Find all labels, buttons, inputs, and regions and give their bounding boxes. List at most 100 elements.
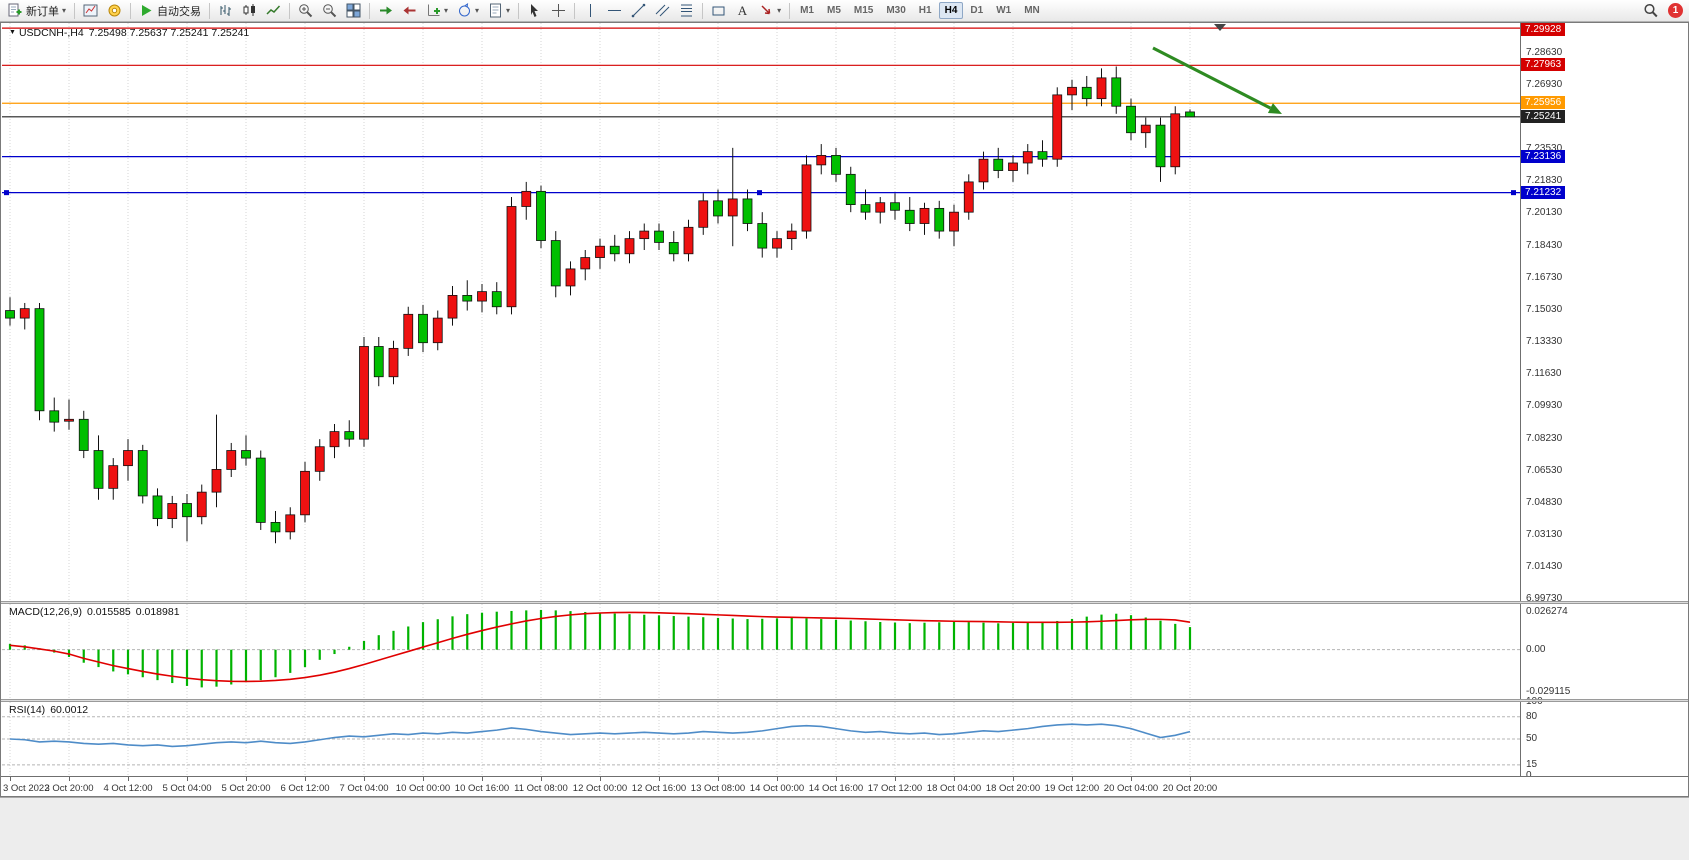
channel-icon (655, 3, 670, 18)
shapes-button[interactable] (707, 1, 730, 21)
fibonacci-button[interactable] (675, 1, 698, 21)
autotrading-icon (139, 3, 154, 18)
channel-button[interactable] (651, 1, 674, 21)
zoom-out-button[interactable] (318, 1, 341, 21)
timeframe-h1-button[interactable]: H1 (918, 5, 932, 16)
time-tick (836, 777, 837, 781)
dropdown-caret-icon: ▾ (444, 6, 449, 15)
tile-windows-button[interactable] (342, 1, 365, 21)
timeframe-d1-button[interactable]: D1 (970, 5, 984, 16)
candle-body (49, 410, 60, 423)
timeframe-m30-button[interactable]: M30 (886, 5, 906, 16)
candle-body (123, 450, 133, 467)
price-badge[interactable]: 7.23136 (1521, 149, 1566, 163)
new-order-button[interactable]: 新订单 ▾ (4, 1, 70, 21)
vertical-line-button[interactable] (579, 1, 602, 21)
candle-body (742, 198, 753, 224)
bar-chart-button[interactable] (214, 1, 237, 21)
time-tick (482, 777, 483, 781)
price-axis-label: 7.09930 (1526, 400, 1563, 412)
timeframe-w1-button[interactable]: W1 (996, 5, 1012, 16)
price-axis-label: 7.20130 (1526, 207, 1563, 219)
macd-panel[interactable]: MACD(12,26,9) 0.015585 0.018981 (2, 604, 1520, 699)
search-button[interactable] (1639, 1, 1662, 21)
price-axis-label: 7.04830 (1526, 496, 1563, 508)
time-axis-label: 14 Oct 00:00 (749, 783, 805, 794)
macd-canvas[interactable] (2, 604, 1520, 699)
candle-body (580, 257, 591, 270)
price-badge[interactable]: 7.29928 (1521, 23, 1566, 36)
time-tick (187, 777, 188, 781)
trend-arrow-head[interactable] (1267, 103, 1282, 114)
candle-body (565, 268, 576, 287)
price-axis[interactable]: 7.28630 7.26930 7.23530 7.21830 7.20130 7.184… (1520, 23, 1689, 781)
timeframe-m15-button[interactable]: M15 (853, 5, 874, 16)
timeframe-mn-button[interactable]: MN (1024, 5, 1040, 16)
arrows-button[interactable]: ▾ (755, 1, 785, 21)
charts-window-icon (83, 3, 98, 18)
price-badge[interactable]: 7.27963 (1521, 58, 1566, 72)
candle-body (506, 206, 517, 308)
rsi-panel[interactable]: RSI(14) 60.0012 (2, 702, 1520, 776)
time-tick (777, 777, 778, 781)
price-axis-label: 6.99730 (1526, 593, 1563, 605)
trend-arrow-line[interactable] (1152, 46, 1272, 110)
price-chart-panel[interactable]: ▼ USDCNH-,H4 7.25498 7.25637 7.25241 7.252… (2, 23, 1520, 601)
indicators-button[interactable]: ▾ (422, 1, 452, 21)
price-badge[interactable]: 7.25956 (1521, 96, 1566, 110)
candle-body (226, 450, 237, 470)
text-button[interactable]: A (731, 1, 754, 21)
time-axis[interactable]: 3 Oct 2022 3 Oct 20:00 4 Oct 12:00 5 Oct 04… (0, 776, 1689, 797)
price-axis-label: 7.08230 (1526, 432, 1563, 444)
candle-body (19, 308, 30, 319)
crosshair-button[interactable] (547, 1, 570, 21)
time-tick (1190, 777, 1191, 781)
timeframe-m5-button[interactable]: M5 (826, 5, 841, 16)
cycles-button[interactable]: ▾ (453, 1, 483, 21)
community-button[interactable] (103, 1, 126, 21)
templates-button[interactable]: ▾ (484, 1, 514, 21)
timeframe-m1-button[interactable]: M1 (800, 5, 814, 16)
candle-body (654, 230, 664, 243)
panel-splitter[interactable] (0, 699, 1689, 702)
candle-body (491, 291, 502, 308)
macd-axis-label: 0.00 (1526, 643, 1546, 655)
notification-badge[interactable]: 1 (1668, 3, 1683, 18)
price-badge[interactable]: 7.21232 (1521, 185, 1566, 199)
candle-body (978, 158, 989, 183)
price-axis-label: 7.16730 (1526, 271, 1563, 283)
cursor-button[interactable] (523, 1, 546, 21)
chart-shift-marker-icon[interactable] (1214, 24, 1226, 31)
time-tick (128, 777, 129, 781)
price-axis-label: 7.13330 (1526, 336, 1563, 348)
time-tick (1013, 777, 1014, 781)
timeframe-h4-button[interactable]: H4 (938, 2, 964, 19)
panel-splitter[interactable] (0, 601, 1689, 604)
trendline-button[interactable] (627, 1, 650, 21)
horizontal-line-button[interactable] (603, 1, 626, 21)
charts-window-button[interactable] (79, 1, 102, 21)
time-axis-label: 3 Oct 2022 (3, 783, 50, 794)
rsi-canvas[interactable] (2, 702, 1520, 776)
chart-menu-triangle-icon[interactable]: ▼ (9, 29, 16, 36)
candlestick-chart-button[interactable] (238, 1, 261, 21)
cursor-icon (527, 3, 542, 18)
candle-body (64, 418, 74, 422)
price-chart-canvas[interactable] (2, 23, 1520, 601)
line-chart-button[interactable] (262, 1, 285, 21)
autotrading-button[interactable]: 自动交易 (135, 1, 205, 21)
candle-body (713, 200, 723, 217)
line-selection-handle[interactable] (1511, 190, 1516, 196)
crosshair-icon (551, 3, 566, 18)
auto-scroll-button[interactable] (374, 1, 397, 21)
time-tick (895, 777, 896, 781)
chart-shift-icon (402, 3, 417, 18)
candle-body (403, 313, 414, 349)
candle-body (521, 190, 532, 207)
line-selection-handle[interactable] (4, 190, 9, 196)
chart-shift-button[interactable] (398, 1, 421, 21)
line-selection-handle[interactable] (757, 190, 762, 196)
price-badge[interactable]: 7.25241 (1521, 109, 1566, 123)
zoom-in-button[interactable] (294, 1, 317, 21)
time-axis-label: 12 Oct 00:00 (572, 783, 628, 794)
